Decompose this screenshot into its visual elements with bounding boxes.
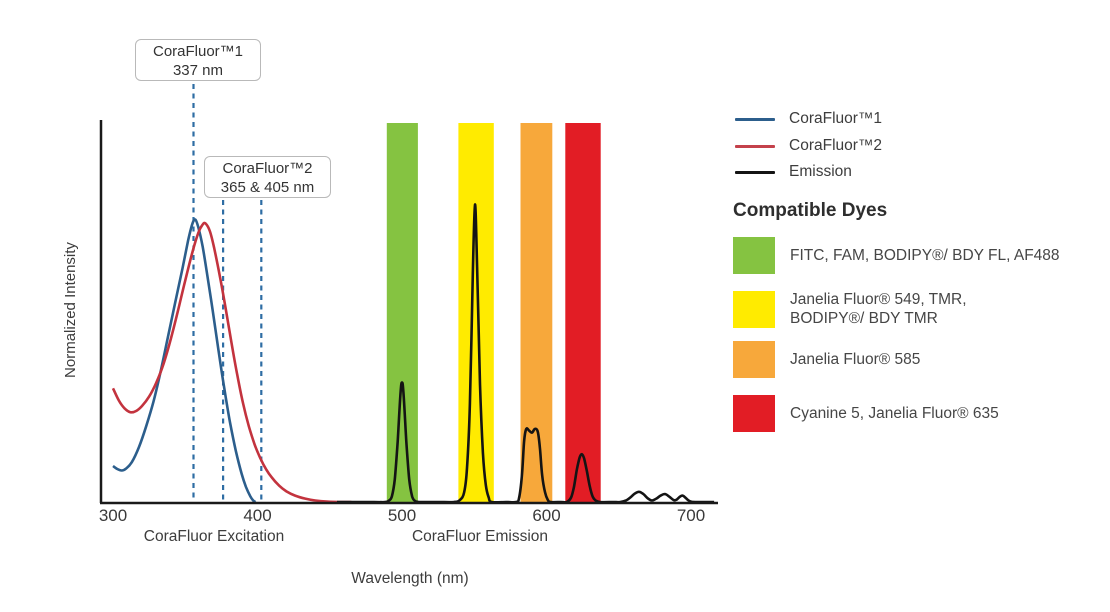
legend-label-emission: Emission: [789, 163, 852, 180]
callout-corafluor1-wavelength: 337 nm: [172, 62, 224, 79]
corafluor2-line-swatch: [735, 144, 775, 148]
legend-label-corafluor1: CoraFluor™1: [789, 110, 883, 127]
dye-row-red: Cyanine 5, Janelia Fluor® 635: [733, 395, 999, 432]
legend-item-corafluor1: CoraFluor™1: [735, 109, 882, 129]
callout-corafluor1: CoraFluor™1 337 nm: [135, 39, 261, 81]
band-yellow: [458, 123, 494, 502]
callout-corafluor2-title: CoraFluor™2: [222, 160, 313, 177]
dye-label-orange: Janelia Fluor® 585: [790, 351, 921, 368]
dye-label-yellow: Janelia Fluor® 549, TMR, BODIPY®/ BDY TM…: [790, 291, 967, 327]
emission-line-swatch: [735, 170, 775, 174]
x-axis-label: Wavelength (nm): [351, 570, 469, 587]
red-filter-swatch: [733, 395, 775, 432]
green-filter-swatch: [733, 237, 775, 274]
callout-corafluor2-wavelength: 365 & 405 nm: [220, 179, 315, 196]
yellow-filter-swatch: [733, 290, 775, 328]
callout-corafluor1-title: CoraFluor™1: [152, 43, 244, 60]
band-red: [565, 123, 601, 502]
curve-corafluor-1: [112, 218, 257, 504]
x-tick-labels: 300 400 500 600 700: [99, 506, 705, 525]
x-tick-600: 600: [532, 506, 560, 525]
x-tick-400: 400: [243, 506, 271, 525]
orange-filter-swatch: [733, 341, 775, 378]
band-green: [386, 123, 418, 502]
y-axis-label: Normalized Intensity: [62, 242, 79, 378]
dye-row-yellow: Janelia Fluor® 549, TMR, BODIPY®/ BDY TM…: [733, 290, 967, 328]
legend-label-corafluor2: CoraFluor™2: [789, 137, 883, 154]
dye-row-green: FITC, FAM, BODIPY®/ BDY FL, AF488: [733, 237, 1060, 274]
excitation-section-label: CoraFluor Excitation: [143, 528, 285, 545]
callout-corafluor2: CoraFluor™2 365 & 405 nm: [204, 156, 331, 198]
curve-corafluor-2: [111, 221, 352, 504]
corafluor1-line-swatch: [735, 117, 775, 121]
spectra-curves: [111, 203, 715, 504]
legend-item-emission: Emission: [735, 162, 852, 182]
axes: [99, 120, 718, 505]
filter-bands: [386, 123, 601, 502]
x-tick-700: 700: [677, 506, 705, 525]
curve-emission: [337, 203, 715, 504]
excitation-dashed-lines: [192, 84, 263, 502]
compatible-dyes-heading: Compatible Dyes: [733, 200, 888, 221]
legend-item-corafluor2: CoraFluor™2: [735, 136, 882, 156]
dye-label-green: FITC, FAM, BODIPY®/ BDY FL, AF488: [790, 247, 1060, 264]
emission-section-label: CoraFluor Emission: [411, 528, 549, 545]
dye-label-red: Cyanine 5, Janelia Fluor® 635: [790, 405, 999, 422]
x-tick-300: 300: [99, 506, 127, 525]
spectra-chart: 300 400 500 600 700: [99, 84, 718, 525]
band-orange: [520, 123, 553, 502]
x-tick-500: 500: [388, 506, 416, 525]
dye-row-orange: Janelia Fluor® 585: [733, 341, 920, 378]
